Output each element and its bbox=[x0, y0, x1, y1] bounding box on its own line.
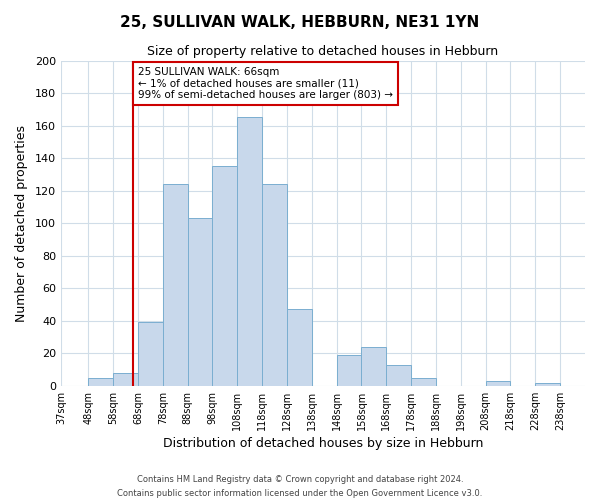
Bar bbox=[535, 382, 560, 386]
Text: 25 SULLIVAN WALK: 66sqm
← 1% of detached houses are smaller (11)
99% of semi-det: 25 SULLIVAN WALK: 66sqm ← 1% of detached… bbox=[138, 67, 393, 100]
Title: Size of property relative to detached houses in Hebburn: Size of property relative to detached ho… bbox=[148, 45, 499, 58]
Bar bbox=[411, 378, 436, 386]
Bar bbox=[237, 118, 262, 386]
X-axis label: Distribution of detached houses by size in Hebburn: Distribution of detached houses by size … bbox=[163, 437, 483, 450]
Bar bbox=[337, 355, 361, 386]
Bar bbox=[361, 347, 386, 386]
Text: Contains HM Land Registry data © Crown copyright and database right 2024.
Contai: Contains HM Land Registry data © Crown c… bbox=[118, 476, 482, 498]
Bar bbox=[163, 184, 188, 386]
Bar bbox=[287, 310, 312, 386]
Bar bbox=[188, 218, 212, 386]
Bar bbox=[113, 373, 138, 386]
Bar bbox=[212, 166, 237, 386]
Y-axis label: Number of detached properties: Number of detached properties bbox=[15, 124, 28, 322]
Bar bbox=[88, 378, 113, 386]
Text: 25, SULLIVAN WALK, HEBBURN, NE31 1YN: 25, SULLIVAN WALK, HEBBURN, NE31 1YN bbox=[121, 15, 479, 30]
Bar bbox=[262, 184, 287, 386]
Bar bbox=[485, 381, 511, 386]
Bar bbox=[386, 364, 411, 386]
Bar bbox=[138, 322, 163, 386]
